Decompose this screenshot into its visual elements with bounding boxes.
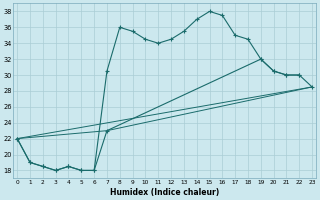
X-axis label: Humidex (Indice chaleur): Humidex (Indice chaleur) <box>110 188 219 197</box>
